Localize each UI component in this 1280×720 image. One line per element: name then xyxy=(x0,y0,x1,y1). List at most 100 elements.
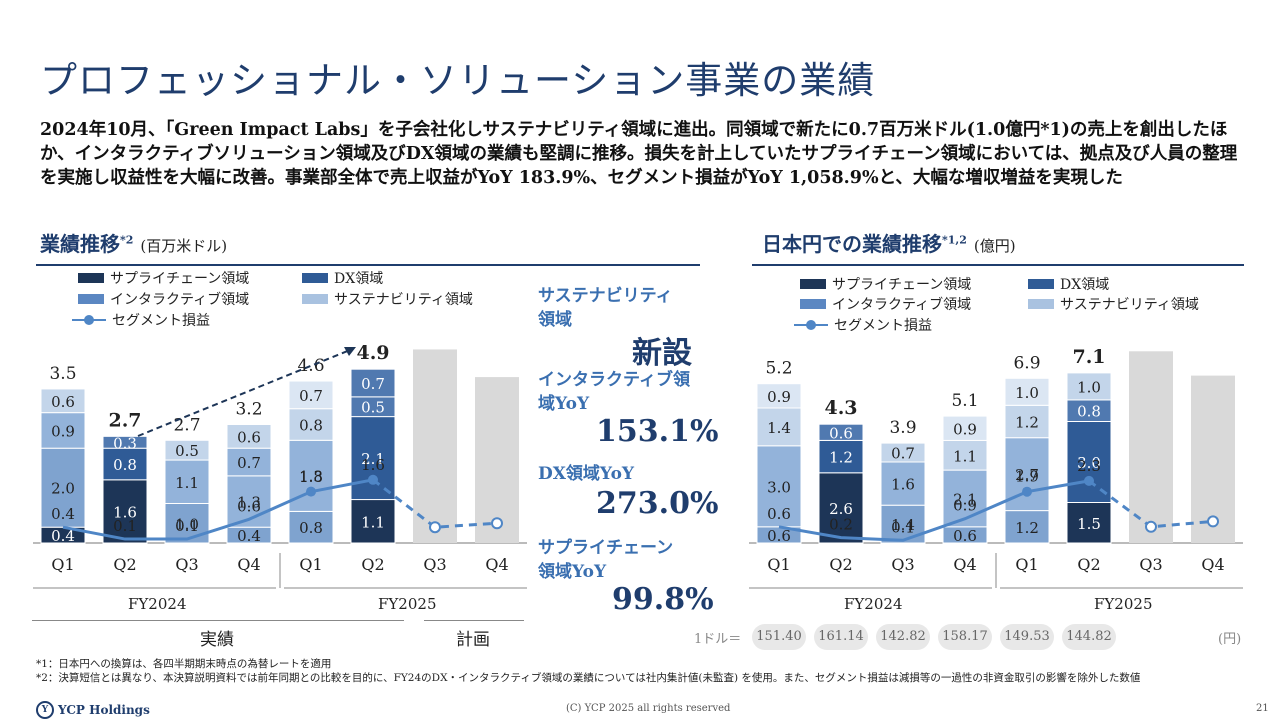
jpy-bar-5-seg-0 xyxy=(1066,502,1112,544)
jpy-bar-1-seg-0 xyxy=(818,472,864,544)
legend-segment-jpy-line xyxy=(794,320,828,330)
usd-xtick-0: Q1 xyxy=(51,555,74,574)
jpy-bar-2-seg-1 xyxy=(880,461,926,506)
usd-bar-0-seg-3 xyxy=(40,388,86,414)
jpy-bar-label-2-1: 1.6 xyxy=(891,476,915,494)
usd-plan-bar-1 xyxy=(475,377,519,543)
usd-bar-label-1-1: 0.8 xyxy=(113,456,137,474)
usd-xtick-1: Q2 xyxy=(113,555,136,574)
usd-bar-label-4-0: 0.8 xyxy=(299,519,323,537)
usd-bar-label-5-0: 1.1 xyxy=(361,513,385,531)
legend-supply: サプライチェーン領域 xyxy=(78,268,249,288)
usd-bar-3-seg-2 xyxy=(226,447,272,477)
legend-dx-jpy-label: DX領域 xyxy=(1060,277,1110,293)
usd-bar-label-0-3: 0.6 xyxy=(51,393,75,411)
rate-q1-fy25: 149.53 xyxy=(1000,624,1054,650)
jpy-segment-label-0: 0.6 xyxy=(767,505,791,523)
jpy-xtick-7: Q4 xyxy=(1201,555,1224,574)
usd-total-5: 4.9 xyxy=(356,342,389,364)
legend-sustain: サステナビリティ領域 xyxy=(302,289,473,309)
side-supply-value: 99.8% xyxy=(612,582,714,617)
jpy-segment-label-4: 1.9 xyxy=(1015,468,1039,486)
usd-segment-point-4 xyxy=(306,486,316,497)
jpy-bar-label-0-2: 1.4 xyxy=(767,419,791,437)
usd-bar-label-5-2: 0.5 xyxy=(361,399,385,417)
legend-dx: DX領域 xyxy=(302,268,383,288)
jpy-bar-label-4-2: 1.2 xyxy=(1015,414,1039,432)
jpy-segment-line xyxy=(778,479,1090,542)
usd-total-3: 3.2 xyxy=(235,400,262,420)
jpy-segment-label-5: 2.3 xyxy=(1077,457,1101,475)
jpy-bar-label-2-2: 0.7 xyxy=(891,445,915,463)
right-fy2025-label: FY2025 xyxy=(1094,595,1153,613)
jpy-bar-label-1-0: 2.6 xyxy=(829,500,853,518)
jpy-plan-bar-1 xyxy=(1191,375,1235,543)
jpy-bar-5-seg-3 xyxy=(1066,372,1112,401)
usd-xtick-7: Q4 xyxy=(485,555,508,574)
jpy-bar-label-0-0: 0.6 xyxy=(767,527,791,545)
usd-bar-2-seg-0 xyxy=(164,503,210,544)
jpy-bar-label-1-2: 0.6 xyxy=(829,424,853,442)
legend-supply-jpy: サプライチェーン領域 xyxy=(800,274,971,294)
jpy-xtick-3: Q4 xyxy=(953,555,976,574)
rate-q1-fy24: 151.40 xyxy=(752,624,806,650)
legend-supply-jpy-swatch xyxy=(800,279,826,289)
jpy-bar-label-4-1: 2.7 xyxy=(1015,466,1039,484)
usd-bar-label-1-0: 1.6 xyxy=(113,503,137,521)
jpy-bar-1-seg-1 xyxy=(818,439,864,474)
actual-label: 実績 xyxy=(200,630,234,650)
left-heading-unit: (百万米ドル) xyxy=(140,237,228,255)
legend-supply-swatch xyxy=(78,273,104,283)
side-supply-label: サプライチェーン領域YoY xyxy=(538,538,674,582)
jpy-bar-2-seg-2 xyxy=(880,442,926,463)
usd-segment-label-2: 0.1 xyxy=(175,517,199,535)
usd-segment-plan-line xyxy=(372,478,498,529)
jpy-bar-label-5-0: 1.5 xyxy=(1077,515,1101,533)
jpy-segment-point-4 xyxy=(1022,486,1032,497)
growth-arrow-line xyxy=(137,349,351,437)
usd-bar-2-seg-1 xyxy=(164,459,210,504)
usd-bar-label-4-2: 0.8 xyxy=(299,417,323,435)
usd-bar-label-2-1: 1.1 xyxy=(175,474,199,492)
rate-q3-fy24: 142.82 xyxy=(876,624,930,650)
logo-mark-icon: Y xyxy=(36,701,54,719)
usd-bar-5-seg-0 xyxy=(350,499,396,544)
usd-xtick-3: Q4 xyxy=(237,555,260,574)
jpy-bar-label-5-1: 3.0 xyxy=(1077,454,1101,472)
left-fy2025-label: FY2025 xyxy=(378,595,437,613)
legend-sustain-jpy-swatch xyxy=(1028,299,1054,309)
rate-q4-fy24: 158.17 xyxy=(938,624,992,650)
jpy-plan-bar-0 xyxy=(1129,351,1173,543)
usd-bar-5-seg-3 xyxy=(350,368,396,398)
jpy-bar-0-seg-3 xyxy=(756,383,802,409)
right-heading-title: 日本円での業績推移 xyxy=(762,232,942,256)
right-heading-sup: *1,2 xyxy=(942,233,967,247)
legend-segment: セグメント損益 xyxy=(72,310,210,330)
jpy-xtick-1: Q2 xyxy=(829,555,852,574)
usd-xtick-5: Q2 xyxy=(361,555,384,574)
rate-label: 1ドル＝ xyxy=(694,632,742,647)
usd-bar-label-2-2: 0.5 xyxy=(175,442,199,460)
usd-bar-4-seg-2 xyxy=(288,408,334,441)
growth-arrow-head-icon xyxy=(344,347,356,356)
jpy-bar-label-1-1: 1.2 xyxy=(829,449,853,467)
jpy-bar-5-seg-1 xyxy=(1066,421,1112,503)
jpy-total-5: 7.1 xyxy=(1072,346,1105,368)
usd-bar-label-3-3: 0.6 xyxy=(237,428,261,446)
legend-interactive-jpy-swatch xyxy=(800,299,826,309)
usd-bar-label-5-3: 0.7 xyxy=(361,375,385,393)
usd-segment-plan-point-0 xyxy=(429,521,441,534)
legend-supply-jpy-label: サプライチェーン領域 xyxy=(832,277,972,293)
left-heading-rule xyxy=(36,264,700,266)
footer-logo: Y YCP Holdings xyxy=(36,701,150,719)
legend-interactive-label: インタラクティブ領域 xyxy=(110,292,250,308)
legend-segment-jpy: セグメント損益 xyxy=(794,315,932,335)
rate-unit: (円) xyxy=(1218,632,1242,647)
jpy-xtick-6: Q3 xyxy=(1139,555,1162,574)
rate-q2-fy24: 161.14 xyxy=(814,624,868,650)
usd-total-1: 2.7 xyxy=(108,409,141,431)
usd-segment-label-5: 1.6 xyxy=(361,456,385,474)
jpy-bar-label-3-3: 0.9 xyxy=(953,420,977,438)
footnote-2: *2：決算短信とは異なり、本決算説明資料では前年同期との比較を目的に、FY24の… xyxy=(36,672,1141,684)
